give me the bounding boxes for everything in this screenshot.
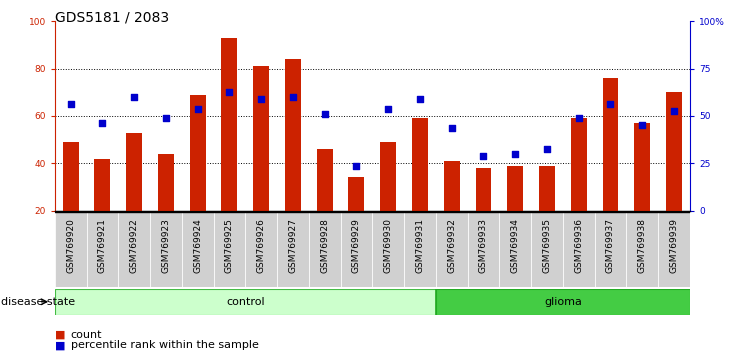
Point <box>477 153 489 159</box>
Point <box>446 125 458 131</box>
Bar <box>412 118 428 211</box>
Bar <box>499 212 531 287</box>
Bar <box>348 177 364 211</box>
Text: GSM769928: GSM769928 <box>320 218 329 273</box>
Bar <box>182 212 213 287</box>
Bar <box>658 212 690 287</box>
Point <box>223 90 235 95</box>
Text: GSM769929: GSM769929 <box>352 218 361 273</box>
Bar <box>626 212 658 287</box>
Bar <box>55 289 436 315</box>
Bar <box>317 149 333 211</box>
Bar <box>634 123 650 211</box>
Bar <box>436 212 467 287</box>
Point <box>65 101 77 107</box>
Text: GSM769939: GSM769939 <box>669 218 678 273</box>
Point <box>383 106 394 112</box>
Bar <box>55 212 86 287</box>
Bar <box>86 212 118 287</box>
Text: disease state: disease state <box>1 297 75 307</box>
Text: glioma: glioma <box>544 297 582 307</box>
Bar <box>63 142 79 211</box>
Bar <box>158 154 174 211</box>
Text: GSM769920: GSM769920 <box>66 218 75 273</box>
Bar <box>190 95 206 211</box>
Bar <box>253 66 269 211</box>
Bar <box>571 118 587 211</box>
Text: GSM769931: GSM769931 <box>415 218 424 273</box>
Text: ■: ■ <box>55 340 65 350</box>
Bar <box>245 212 277 287</box>
Text: GSM769926: GSM769926 <box>257 218 266 273</box>
Bar <box>602 78 618 211</box>
Point <box>319 111 331 116</box>
Bar <box>380 142 396 211</box>
Text: GSM769922: GSM769922 <box>130 218 139 273</box>
Bar <box>309 212 340 287</box>
Point <box>573 115 585 121</box>
Point <box>414 97 426 102</box>
Bar <box>94 159 110 211</box>
Text: GSM769936: GSM769936 <box>575 218 583 273</box>
Bar <box>126 132 142 211</box>
Bar <box>436 289 690 315</box>
Text: GSM769933: GSM769933 <box>479 218 488 273</box>
Text: ■: ■ <box>55 330 65 339</box>
Point <box>96 120 108 126</box>
Point <box>350 163 362 169</box>
Bar <box>444 161 460 211</box>
Bar <box>531 212 563 287</box>
Point <box>128 94 140 100</box>
Text: GSM769935: GSM769935 <box>542 218 551 273</box>
Text: GSM769930: GSM769930 <box>384 218 393 273</box>
Bar <box>340 212 372 287</box>
Bar <box>594 212 626 287</box>
Point <box>604 101 616 107</box>
Text: GSM769924: GSM769924 <box>193 218 202 273</box>
Bar <box>404 212 436 287</box>
Text: count: count <box>71 330 102 339</box>
Point <box>637 122 648 128</box>
Text: GSM769932: GSM769932 <box>447 218 456 273</box>
Text: percentile rank within the sample: percentile rank within the sample <box>71 340 258 350</box>
Point <box>255 97 267 102</box>
Text: GSM769934: GSM769934 <box>511 218 520 273</box>
Text: GSM769927: GSM769927 <box>288 218 297 273</box>
Point <box>287 94 299 100</box>
Bar <box>563 212 594 287</box>
Point <box>192 106 204 112</box>
Bar <box>221 38 237 211</box>
Text: GSM769938: GSM769938 <box>638 218 647 273</box>
Text: control: control <box>226 297 264 307</box>
Bar <box>475 168 491 211</box>
Text: GDS5181 / 2083: GDS5181 / 2083 <box>55 11 169 25</box>
Bar <box>507 166 523 211</box>
Bar <box>277 212 309 287</box>
Bar <box>539 166 555 211</box>
Point <box>160 115 172 121</box>
Bar <box>467 212 499 287</box>
Text: GSM769925: GSM769925 <box>225 218 234 273</box>
Point <box>541 146 553 152</box>
Bar <box>285 59 301 211</box>
Bar <box>372 212 404 287</box>
Point <box>510 151 521 156</box>
Bar <box>150 212 182 287</box>
Text: GSM769923: GSM769923 <box>161 218 170 273</box>
Text: GSM769921: GSM769921 <box>98 218 107 273</box>
Text: GSM769937: GSM769937 <box>606 218 615 273</box>
Bar <box>666 92 682 211</box>
Bar <box>213 212 245 287</box>
Bar <box>118 212 150 287</box>
Point <box>668 108 680 114</box>
